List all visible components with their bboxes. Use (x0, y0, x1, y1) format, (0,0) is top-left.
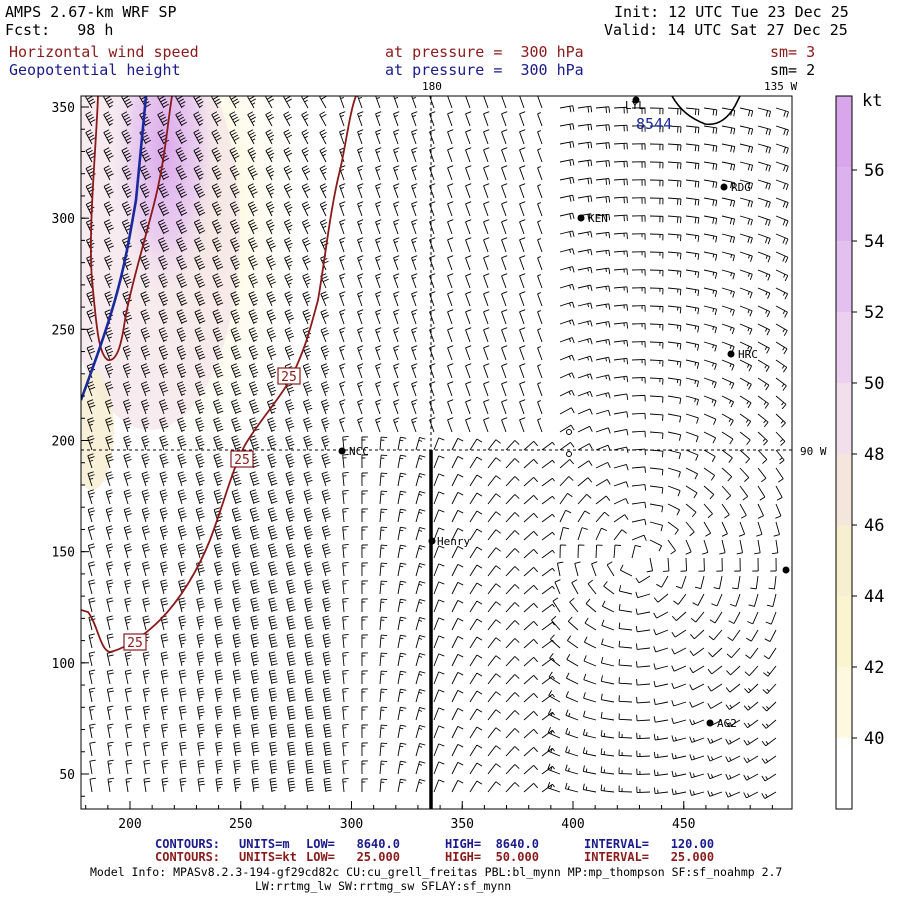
station-henry: Henry (428, 535, 470, 548)
station-lyl: LYL (625, 96, 645, 112)
field2-level: at pressure = 300 hPa (385, 61, 584, 79)
lon-label-90w: 90 W (800, 445, 827, 458)
color-bar: 56 54 52 50 48 46 44 42 40 kt (835, 91, 884, 810)
y-tick-label: 100 (52, 657, 75, 672)
colorbar-label: 42 (864, 658, 884, 678)
y-tick-label: 350 (52, 101, 75, 116)
valid-time: Valid: 14 UTC Sat 27 Dec 25 (604, 21, 848, 39)
footer-c1-contours: CONTOURS: (155, 837, 221, 851)
lon-label-135w: 135 W (764, 80, 797, 93)
y-axis: 350 300 250 200 150 100 50 (52, 101, 89, 797)
y-tick-label: 50 (59, 768, 75, 783)
station-ncc: NCC (338, 445, 369, 458)
footer-c1-units: UNITS=m (239, 837, 290, 851)
x-tick-label: 400 (561, 817, 584, 832)
cbar-seg-42 (836, 667, 852, 738)
cbar-seg-48 (836, 454, 852, 525)
cbar-seg-56 (836, 167, 852, 241)
x-tick-label: 350 (451, 817, 474, 832)
wind-contour-topright (671, 96, 741, 126)
init-time: Init: 12 UTC Tue 23 Dec 25 (614, 3, 849, 21)
height-contour-label: 8544 (636, 115, 672, 133)
footer-c1-low: LOW= 8640.0 (306, 837, 400, 851)
colorbar-unit: kt (862, 91, 882, 111)
field1-smoothing: sm= 3 (770, 43, 816, 61)
footer-c2-low: LOW= 25.000 (306, 850, 400, 864)
shade-purple-core (110, 96, 220, 300)
footer-c1-high: HIGH= 8640.0 (445, 837, 539, 851)
x-tick-label: 450 (672, 817, 695, 832)
cbar-seg-40 (836, 738, 852, 809)
station-open-2 (566, 451, 572, 457)
colorbar-label: 54 (864, 232, 884, 252)
x-tick-label: 300 (340, 817, 363, 832)
y-tick-label: 250 (52, 323, 75, 338)
cbar-seg-52 (836, 312, 852, 383)
field1-level: at pressure = 300 hPa (385, 43, 584, 61)
station-open-1 (566, 429, 572, 435)
wind-barbs (85, 96, 789, 799)
plot-frame (80, 95, 793, 810)
x-axis: 200 250 300 350 400 450 (85, 801, 773, 832)
footer-model-info-1: Model Info: MPASv8.2.3-194-gf29cd82c CU:… (90, 865, 783, 879)
lon-label-180: 180 (422, 80, 442, 93)
model-title: AMPS 2.67-km WRF SP (5, 3, 177, 21)
footer-c2-interval: INTERVAL= 25.000 (584, 850, 715, 864)
cbar-seg-58 (836, 96, 852, 142)
cbar-seg-54 (836, 241, 852, 312)
station-hrc: HRC (727, 348, 758, 361)
field1-name: Horizontal wind speed (9, 43, 199, 61)
field2-name: Geopotential height (9, 61, 181, 79)
forecast-hour: Fcst: 98 h (5, 21, 114, 39)
colorbar-label: 44 (864, 587, 884, 607)
x-tick-label: 250 (229, 817, 252, 832)
wind-contour-label-1: 25 (277, 367, 301, 385)
station-rdg: RDG (720, 181, 751, 194)
field2-smoothing: sm= 2 (770, 61, 816, 79)
colorbar-label: 56 (864, 161, 884, 181)
wind-contour-label-2: 25 (230, 450, 254, 468)
x-tick-label: 200 (118, 817, 141, 832)
y-tick-label: 150 (52, 546, 75, 561)
footer-c1-interval: INTERVAL= 120.00 (584, 837, 715, 851)
cbar-seg-46 (836, 525, 852, 596)
y-tick-label: 200 (52, 435, 75, 450)
footer-c2-units: UNITS=kt (239, 850, 297, 864)
height-contour-8544 (81, 96, 148, 401)
y-tick-label: 300 (52, 212, 75, 227)
colorbar-label: 52 (864, 303, 884, 323)
colorbar-label: 48 (864, 445, 884, 465)
colorbar-label: 50 (864, 374, 884, 394)
station-ag2: AG2 (706, 717, 737, 730)
footer-c2-contours: CONTOURS: (155, 850, 221, 864)
wind-contour-label-3: 25 (123, 633, 147, 651)
colorbar-label: 40 (864, 729, 884, 749)
wind-contour-left (90, 96, 173, 361)
footer-model-info-2: LW:rrtmg_lw SW:rrtmg_sw SFLAY:sf_mynn (255, 879, 512, 893)
cbar-seg-50 (836, 383, 852, 454)
station-unnamed-east (782, 566, 790, 574)
station-ken: KEN (577, 212, 608, 225)
footer-c2-high: HIGH= 50.000 (445, 850, 539, 864)
wind-map: 25 25 25 8544 RDG KEN HRC NCC Henry AG2 … (52, 80, 827, 832)
cbar-seg-44 (836, 596, 852, 667)
colorbar-label: 46 (864, 516, 884, 536)
